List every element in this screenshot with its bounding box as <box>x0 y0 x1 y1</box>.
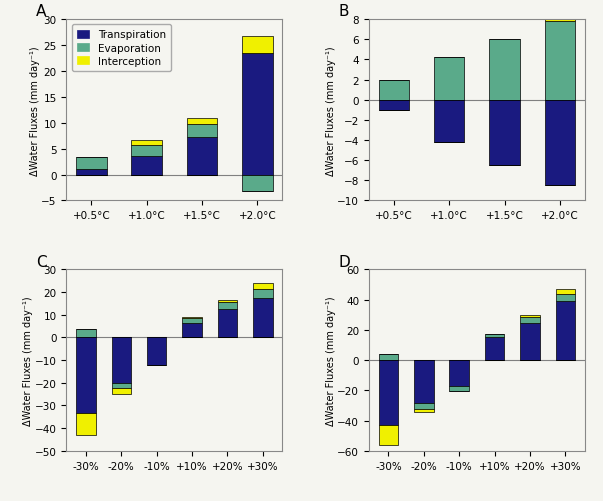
Bar <box>379 80 409 101</box>
Bar <box>253 284 273 289</box>
Bar <box>242 37 273 54</box>
Bar <box>449 360 469 386</box>
Bar <box>520 315 540 318</box>
Bar <box>187 138 217 175</box>
Bar <box>112 338 131 383</box>
Bar <box>434 58 464 101</box>
Bar <box>131 141 162 146</box>
Bar <box>555 294 575 302</box>
Bar <box>131 157 162 175</box>
Bar <box>485 335 504 338</box>
Bar <box>182 319 202 323</box>
Bar <box>489 101 520 166</box>
Bar <box>76 170 107 175</box>
Bar <box>520 318 540 324</box>
Bar <box>555 290 575 294</box>
Y-axis label: ΔWater Fluxes (mm day⁻¹): ΔWater Fluxes (mm day⁻¹) <box>326 46 336 175</box>
Bar <box>434 101 464 143</box>
Bar <box>76 338 96 413</box>
Bar <box>485 338 504 360</box>
Bar <box>187 118 217 125</box>
Bar <box>218 301 237 303</box>
Bar <box>555 302 575 360</box>
Y-axis label: ΔWater Fluxes (mm day⁻¹): ΔWater Fluxes (mm day⁻¹) <box>326 296 336 425</box>
Bar <box>253 298 273 338</box>
Bar <box>112 389 131 394</box>
Text: D: D <box>339 255 350 269</box>
Bar <box>131 146 162 157</box>
Bar <box>414 360 434 403</box>
Bar <box>414 409 434 412</box>
Legend: Transpiration, Evaporation, Interception: Transpiration, Evaporation, Interception <box>72 25 171 72</box>
Bar <box>545 101 575 186</box>
Bar <box>485 334 504 335</box>
Bar <box>520 324 540 360</box>
Bar <box>182 318 202 319</box>
Bar <box>449 386 469 391</box>
Y-axis label: ΔWater Fluxes (mm day⁻¹): ΔWater Fluxes (mm day⁻¹) <box>24 296 33 425</box>
Bar <box>218 303 237 310</box>
Bar <box>187 125 217 138</box>
Bar <box>76 413 96 435</box>
Bar <box>218 310 237 338</box>
Bar <box>489 40 520 101</box>
Text: A: A <box>36 5 46 20</box>
Y-axis label: ΔWater Fluxes (mm day⁻¹): ΔWater Fluxes (mm day⁻¹) <box>30 46 40 175</box>
Bar <box>76 158 107 170</box>
Bar <box>379 101 409 111</box>
Bar <box>112 383 131 389</box>
Bar <box>379 354 398 360</box>
Bar <box>242 54 273 175</box>
Text: C: C <box>36 255 46 269</box>
Bar <box>76 330 96 338</box>
Bar <box>182 323 202 338</box>
Bar <box>147 338 166 365</box>
Bar <box>242 175 273 192</box>
Bar <box>253 289 273 298</box>
Bar <box>414 403 434 409</box>
Bar <box>545 20 575 22</box>
Bar <box>379 425 398 445</box>
Bar <box>545 22 575 101</box>
Bar <box>379 360 398 425</box>
Text: B: B <box>339 5 349 20</box>
